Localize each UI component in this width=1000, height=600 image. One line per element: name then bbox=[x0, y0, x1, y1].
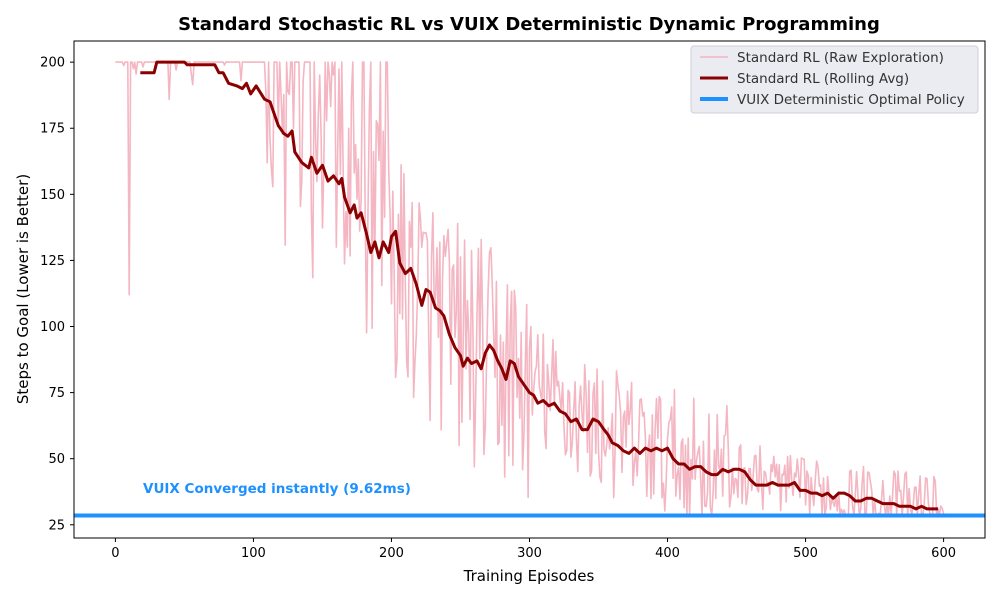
y-tick-label: 150 bbox=[40, 188, 65, 203]
legend-label: Standard RL (Raw Exploration) bbox=[737, 50, 944, 66]
legend-label: Standard RL (Rolling Avg) bbox=[737, 71, 909, 87]
plot-frame bbox=[73, 40, 986, 539]
legend-box bbox=[690, 45, 979, 114]
y-axis: 25 50 75 100 125 150 175 200 bbox=[40, 56, 74, 533]
rolling-avg-line bbox=[140, 60, 939, 511]
legend-label: VUIX Deterministic Optimal Policy bbox=[737, 92, 965, 108]
y-axis-label: Steps to Goal (Lower is Better) bbox=[14, 174, 32, 404]
annotations: VUIX Converged instantly (9.62ms) bbox=[143, 481, 411, 497]
x-tick-label: 0 bbox=[111, 546, 119, 561]
x-tick-label: 200 bbox=[379, 546, 404, 561]
x-tick-label: 100 bbox=[241, 546, 266, 561]
x-tick-label: 600 bbox=[931, 546, 956, 561]
y-tick-label: 50 bbox=[48, 452, 65, 467]
y-tick-label: 125 bbox=[40, 254, 65, 269]
chart-title: Standard Stochastic RL vs VUIX Determini… bbox=[178, 14, 880, 35]
y-tick-label: 100 bbox=[40, 320, 65, 335]
x-tick-label: 500 bbox=[793, 546, 818, 561]
raw-exploration-line bbox=[115, 61, 945, 517]
legend: Standard RL (Raw Exploration) Standard RL… bbox=[690, 45, 979, 114]
y-tick-label: 25 bbox=[48, 518, 65, 533]
x-tick-label: 300 bbox=[517, 546, 542, 561]
y-tick-label: 75 bbox=[48, 386, 65, 401]
y-tick-label: 175 bbox=[40, 122, 65, 137]
x-axis: 0 100 200 300 400 500 600 bbox=[111, 538, 956, 561]
x-tick-label: 400 bbox=[655, 546, 680, 561]
y-tick-label: 200 bbox=[40, 56, 65, 71]
x-axis-label: Training Episodes bbox=[463, 567, 595, 585]
vuix-converged-annotation: VUIX Converged instantly (9.62ms) bbox=[143, 481, 411, 497]
